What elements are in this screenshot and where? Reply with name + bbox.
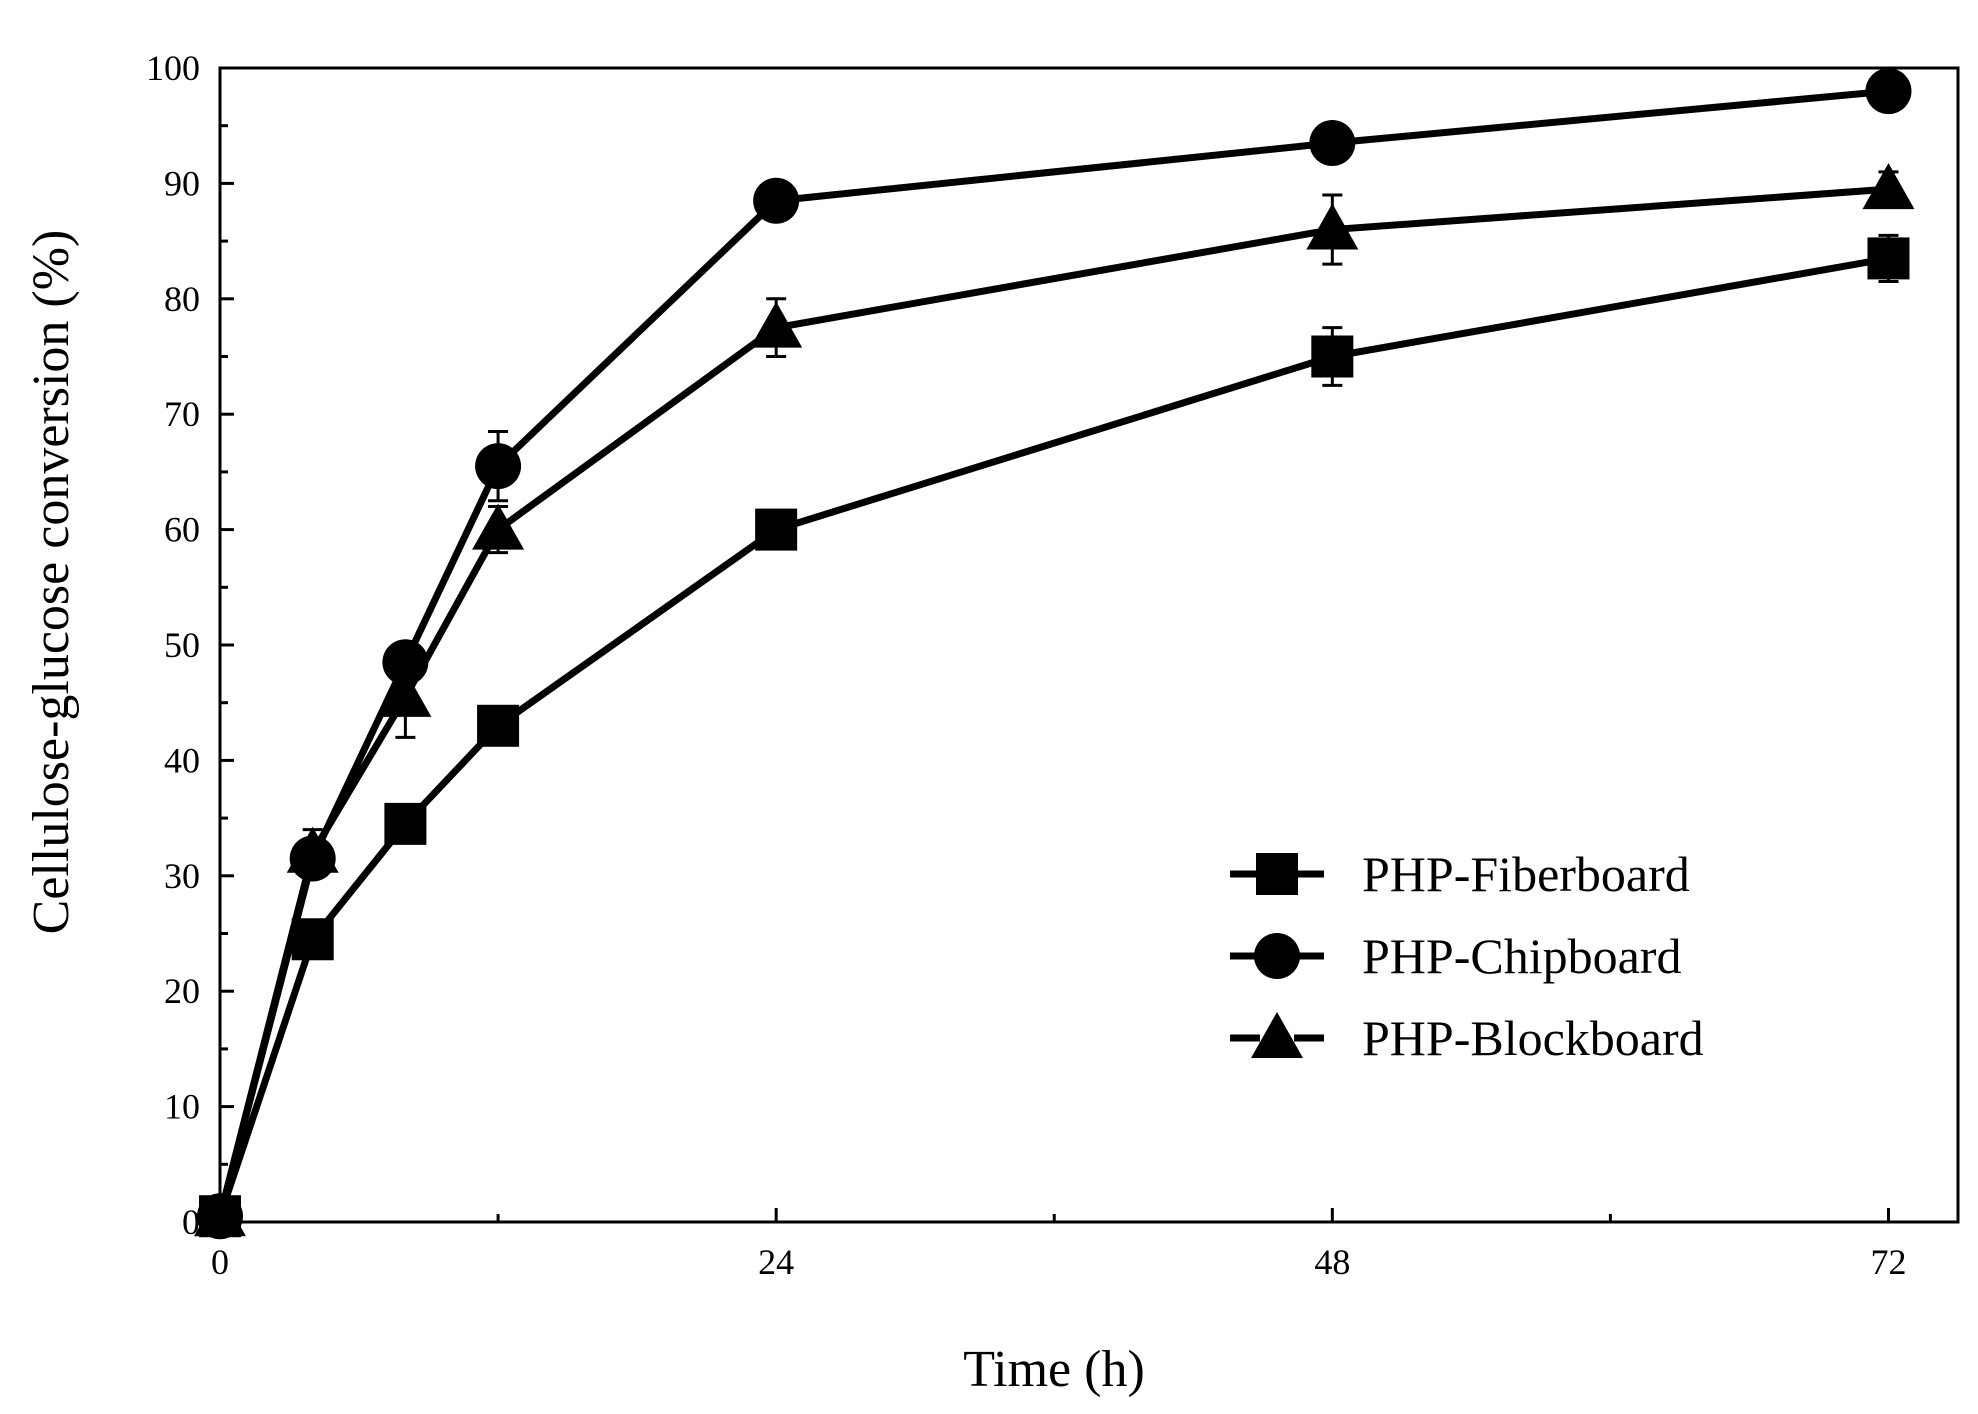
series-line — [216, 254, 1890, 1218]
data-point — [384, 802, 427, 845]
data-point — [194, 1190, 246, 1237]
y-axis: 0 10 20 30 40 50 60 70 80 90 100 — [146, 48, 234, 1242]
data-point — [1306, 203, 1359, 250]
series-layer — [194, 68, 1915, 1240]
y-tick-label: 0 — [182, 1202, 200, 1242]
series-php-blockboard — [194, 163, 1915, 1237]
y-axis-title: Cellulose-glucose conversion (%) — [23, 230, 80, 935]
x-tick-label: 72 — [1870, 1242, 1906, 1282]
legend-item: PHP-Chipboard — [1230, 928, 1681, 984]
data-point — [286, 826, 339, 873]
data-point — [379, 670, 432, 717]
y-tick-label: 60 — [164, 510, 200, 550]
legend-item: PHP-Fiberboard — [1230, 846, 1690, 902]
y-tick-label: 80 — [164, 279, 200, 319]
x-axis-title: Time (h) — [963, 1341, 1145, 1398]
data-point — [753, 177, 800, 224]
y-tick-label: 10 — [164, 1087, 200, 1127]
y-tick-label: 70 — [164, 394, 200, 434]
data-point — [750, 301, 803, 348]
legend-marker — [1254, 933, 1300, 979]
legend-marker — [1256, 853, 1298, 895]
data-point — [1867, 237, 1910, 280]
data-point — [472, 503, 525, 550]
data-point — [1862, 163, 1915, 210]
legend: PHP-Fiberboard PHP-Chipboard PHP-Blockboar… — [1230, 846, 1704, 1066]
data-point — [477, 704, 520, 747]
legend-label: PHP-Blockboard — [1362, 1010, 1704, 1066]
series-php-fiberboard — [199, 233, 1910, 1238]
data-point — [475, 443, 522, 490]
data-point — [755, 508, 798, 551]
y-tick-label: 40 — [164, 740, 200, 780]
data-point — [1309, 120, 1356, 167]
y-tick-label: 30 — [164, 856, 200, 896]
x-tick-label: 48 — [1314, 1242, 1350, 1282]
legend-label: PHP-Chipboard — [1362, 928, 1681, 984]
y-tick-label: 90 — [164, 163, 200, 203]
y-tick-label: 100 — [146, 48, 200, 88]
y-tick-label: 20 — [164, 971, 200, 1011]
x-tick-label: 0 — [211, 1242, 229, 1282]
y-tick-label: 50 — [164, 625, 200, 665]
x-axis: 0 24 48 72 — [211, 1208, 1906, 1282]
legend-item: PHP-Blockboard — [1230, 1010, 1704, 1066]
legend-marker — [1251, 1012, 1303, 1058]
data-point — [1865, 68, 1912, 115]
legend-label: PHP-Fiberboard — [1362, 846, 1690, 902]
data-point — [1311, 335, 1354, 378]
x-tick-label: 24 — [758, 1242, 794, 1282]
